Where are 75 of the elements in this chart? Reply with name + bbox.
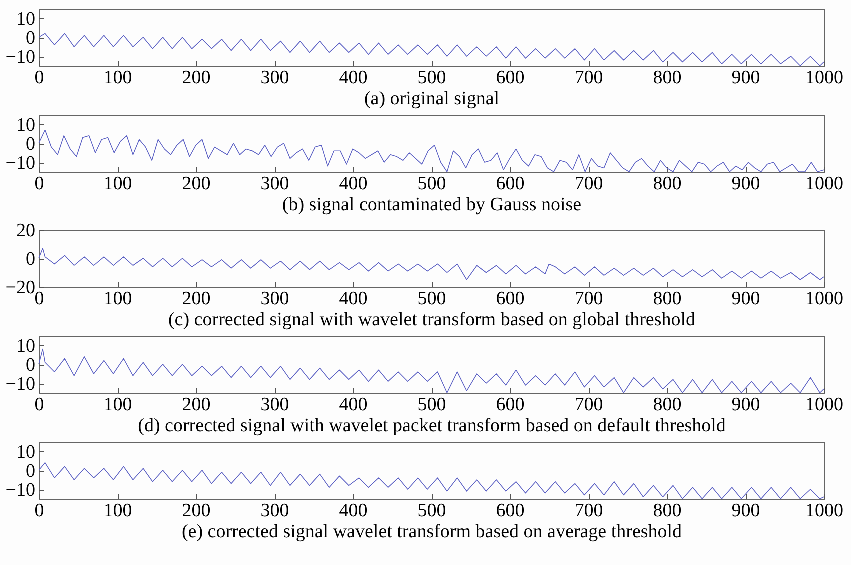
x-tick-label: 300 bbox=[260, 394, 290, 416]
x-tick-label: 400 bbox=[339, 288, 368, 310]
y-tick-label: 0 bbox=[26, 355, 36, 376]
y-tick-label: 0 bbox=[26, 461, 36, 482]
x-tick-label: 900 bbox=[732, 500, 760, 522]
x-axis-title: (c) corrected signal with wavelet transform based on global threshold bbox=[168, 310, 696, 330]
x-tick-label: 100 bbox=[104, 394, 132, 416]
y-tick-label: 10 bbox=[16, 115, 36, 136]
x-tick-label: 600 bbox=[496, 394, 525, 416]
y-tick-label: −10 bbox=[6, 153, 36, 174]
x-tick-label: 200 bbox=[182, 68, 211, 88]
x-tick-label: 700 bbox=[574, 68, 604, 88]
y-tick-label: 0 bbox=[26, 249, 36, 270]
x-tick-label: 200 bbox=[182, 288, 211, 310]
x-axis-title: (b) signal contaminated by Gauss noise bbox=[282, 194, 582, 216]
x-tick-label: 600 bbox=[496, 500, 525, 522]
x-tick-label: 600 bbox=[496, 174, 525, 194]
x-tick-label: 800 bbox=[653, 174, 682, 194]
x-tick-label: 700 bbox=[574, 394, 604, 416]
x-tick-label: 500 bbox=[418, 500, 446, 522]
y-tick-label: −10 bbox=[6, 47, 36, 68]
x-tick-label: 500 bbox=[418, 68, 446, 88]
x-axis-title: (a) original signal bbox=[364, 88, 500, 110]
x-tick-label: 800 bbox=[653, 288, 682, 310]
x-tick-label: 500 bbox=[418, 288, 446, 310]
y-tick-label: −10 bbox=[6, 480, 36, 501]
y-tick-label: 10 bbox=[16, 336, 36, 357]
y-tick-label: 20 bbox=[16, 220, 36, 242]
x-tick-label: 1000 bbox=[806, 394, 844, 416]
line-series bbox=[38, 348, 824, 394]
x-tick-label: 700 bbox=[574, 174, 604, 194]
x-tick-label: 800 bbox=[653, 394, 682, 416]
y-tick-label: 0 bbox=[26, 134, 36, 155]
x-tick-label: 900 bbox=[732, 174, 760, 194]
x-tick-label: 300 bbox=[260, 500, 290, 522]
line-series bbox=[38, 130, 824, 172]
x-tick-label: 200 bbox=[182, 394, 211, 416]
x-tick-label: 900 bbox=[732, 394, 760, 416]
x-tick-label: 1000 bbox=[806, 288, 844, 310]
x-tick-label: 600 bbox=[496, 288, 525, 310]
x-axis-title: (d) corrected signal with wavelet packet transform based on default threshold bbox=[138, 416, 726, 436]
x-tick-label: 100 bbox=[104, 288, 132, 310]
x-tick-label: 300 bbox=[260, 174, 290, 194]
x-tick-label: 300 bbox=[260, 288, 290, 310]
y-tick-label: −20 bbox=[6, 278, 36, 298]
y-tick-label: −10 bbox=[6, 374, 36, 395]
x-tick-label: 1000 bbox=[806, 174, 844, 194]
x-tick-label: 1000 bbox=[806, 500, 844, 522]
x-tick-label: 1000 bbox=[806, 68, 844, 88]
x-tick-label: 400 bbox=[339, 500, 368, 522]
x-tick-label: 800 bbox=[653, 500, 682, 522]
y-tick-label: 10 bbox=[16, 9, 36, 30]
x-tick-label: 400 bbox=[339, 68, 368, 88]
line-series bbox=[38, 33, 824, 66]
x-tick-label: 400 bbox=[339, 394, 368, 416]
x-tick-label: 200 bbox=[182, 500, 211, 522]
x-tick-label: 900 bbox=[732, 68, 760, 88]
x-tick-label: 100 bbox=[104, 68, 132, 88]
x-tick-label: 100 bbox=[104, 500, 132, 522]
x-tick-label: 700 bbox=[574, 500, 604, 522]
x-tick-label: 800 bbox=[653, 68, 682, 88]
y-tick-label: 0 bbox=[26, 28, 36, 49]
x-tick-label: 100 bbox=[104, 174, 132, 194]
x-tick-label: 500 bbox=[418, 394, 446, 416]
line-series bbox=[38, 248, 824, 280]
x-tick-label: 500 bbox=[418, 174, 446, 194]
x-tick-label: 900 bbox=[732, 288, 760, 310]
x-axis-title: (e) corrected signal wavelet transform based on average threshold bbox=[182, 522, 683, 542]
x-tick-label: 400 bbox=[339, 174, 368, 194]
line-series bbox=[38, 462, 824, 500]
y-tick-label: 10 bbox=[16, 442, 36, 463]
x-tick-label: 200 bbox=[182, 174, 211, 194]
x-tick-label: 700 bbox=[574, 288, 604, 310]
x-tick-label: 300 bbox=[260, 68, 290, 88]
x-tick-label: 600 bbox=[496, 68, 525, 88]
